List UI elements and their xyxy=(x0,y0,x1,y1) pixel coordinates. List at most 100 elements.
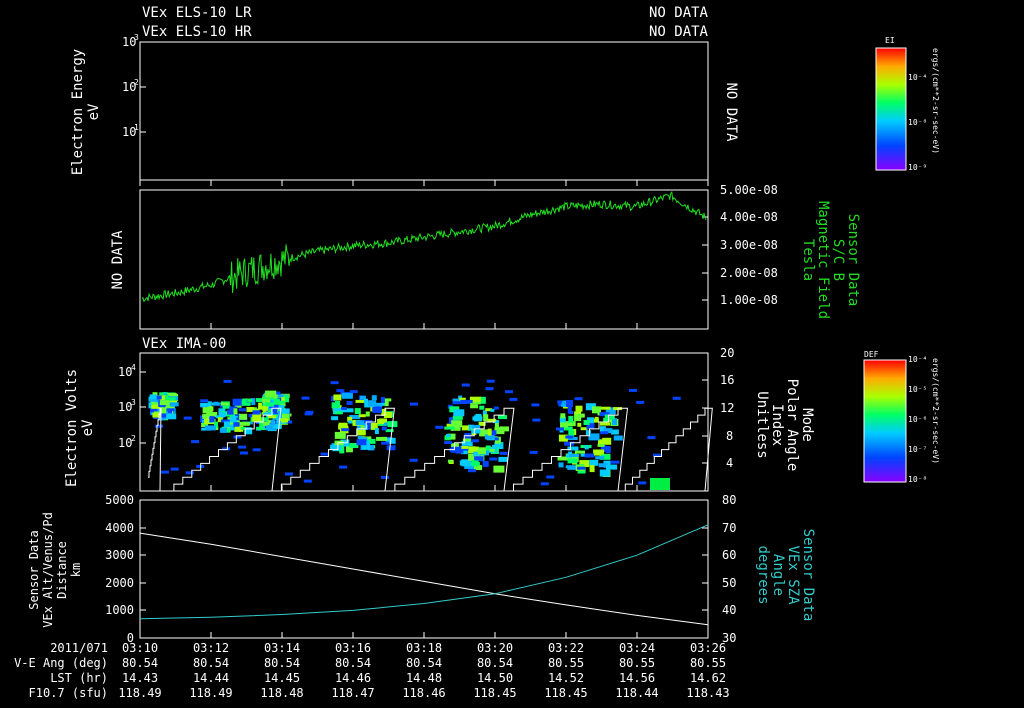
panel1-right-status: NO DATA xyxy=(723,82,739,142)
spectrogram-pixel xyxy=(170,467,179,471)
spectrogram-pixel xyxy=(233,408,238,415)
spectrogram-pixel xyxy=(484,434,495,440)
spectrogram-pixel xyxy=(498,456,508,462)
spectrogram-pixel xyxy=(355,399,367,403)
spectrogram-pixel xyxy=(276,400,285,404)
spectrogram-pixel xyxy=(152,392,158,397)
spectrogram-pixel xyxy=(605,407,616,415)
spectrogram-pixel xyxy=(610,429,619,435)
spectrogram-pixel xyxy=(345,445,353,453)
spectrogram-pixel xyxy=(159,392,165,396)
spectrogram-pixel xyxy=(256,398,267,403)
spectrogram-pixel xyxy=(606,464,618,470)
spectrogram-pixel xyxy=(384,400,389,407)
spectrogram-pixel xyxy=(485,445,491,451)
spectrogram-pixel xyxy=(332,408,343,415)
spectrogram-pixel xyxy=(461,459,472,467)
spectrogram-pixel xyxy=(564,421,576,427)
p2-label-3: Magnetic Field xyxy=(815,201,831,319)
footer-cell: 14.48 xyxy=(406,671,442,685)
spectrogram-pixel xyxy=(557,400,563,404)
spectrogram-pixel xyxy=(450,426,461,431)
spectrogram-pixel xyxy=(464,433,472,441)
spectrogram-pixel xyxy=(169,402,179,407)
p3-ytick-exp-2: 2 xyxy=(131,434,136,443)
spectrogram-pixel xyxy=(274,404,280,410)
spectrogram-pixel xyxy=(341,428,350,432)
spectrogram-pixel xyxy=(599,453,611,460)
footer-cell: 118.46 xyxy=(402,686,445,700)
spectrogram-pixel xyxy=(461,425,469,431)
spectrogram-pixel xyxy=(262,405,269,411)
p3-label-3: Index xyxy=(769,404,785,446)
spectrogram-pixel xyxy=(281,418,288,423)
footer-cell: 03:24 xyxy=(619,641,655,655)
spectrogram-pixel xyxy=(155,424,164,428)
spectrogram-pixel xyxy=(598,463,608,468)
footer-cell: 14.52 xyxy=(548,671,584,685)
footer-cell: 14.56 xyxy=(619,671,655,685)
footer-cell: 03:12 xyxy=(193,641,229,655)
spectrogram-pixel xyxy=(214,421,218,428)
spectrogram-pixel xyxy=(374,428,379,435)
spectrogram-pixel xyxy=(238,445,247,449)
spectrogram-pixel xyxy=(381,408,387,416)
panel3-ylabel-2: eV xyxy=(80,419,96,436)
spectrogram-pixel xyxy=(610,460,620,464)
spectrogram-pixel xyxy=(279,413,290,421)
spectrogram-pixel xyxy=(577,422,582,427)
spectrogram-pixel xyxy=(604,414,615,420)
footer-cell: 03:18 xyxy=(406,641,442,655)
colorbar1-unit: ergs/(cm**2-sr-sec-eV) xyxy=(931,48,940,154)
spectrogram-pixel xyxy=(202,413,211,419)
spectrogram-pixel xyxy=(153,400,162,405)
spectrogram-pixel xyxy=(592,406,601,414)
spectrogram-pixel xyxy=(334,411,343,415)
spectrogram-pixel xyxy=(453,409,465,417)
p2-ytick-1: 4.00e-08 xyxy=(720,210,778,224)
spectrogram-pixel xyxy=(362,442,371,450)
spectrogram-pixel xyxy=(201,423,209,427)
spectrogram-pixel xyxy=(271,408,282,415)
spectrogram-pixel xyxy=(474,465,483,471)
p2-ytick-3: 2.00e-08 xyxy=(720,266,778,280)
spectrogram-pixel xyxy=(594,452,602,456)
spectrogram-pixel xyxy=(540,482,549,486)
spectrogram-pixel xyxy=(183,416,192,420)
spectrogram-pixel xyxy=(265,390,277,398)
spectrogram-pixel xyxy=(234,426,241,432)
spectrogram-pixel xyxy=(479,396,486,404)
footer-cell: 03:22 xyxy=(548,641,584,655)
spectrogram-pixel xyxy=(251,398,256,406)
spectrogram-pixel xyxy=(568,415,574,423)
panel4-right-yticks: 80 70 60 50 40 30 xyxy=(702,493,736,645)
spectrogram-pixel xyxy=(559,416,566,423)
footer-cell: 118.49 xyxy=(189,686,232,700)
panel1-ylabel-2: eV xyxy=(86,103,102,120)
p4-rlabel-2: VEx SZA xyxy=(785,545,801,605)
spectrogram-pixel xyxy=(593,449,605,455)
panel1-ylabel-1: Electron Energy xyxy=(70,49,86,175)
spectrogram-pixel xyxy=(160,410,168,418)
p4-ltick-3: 2000 xyxy=(105,576,134,590)
spectrogram-pixel xyxy=(494,437,499,441)
footer-cell: 14.44 xyxy=(193,671,229,685)
spectrogram-pixel xyxy=(168,408,172,416)
spectrogram-pixel xyxy=(151,404,161,409)
spectrogram-pixel xyxy=(447,433,456,440)
spectrogram-pixel xyxy=(365,411,370,417)
p3-label-2: Polar Angle xyxy=(784,379,800,472)
spectrogram-pixel xyxy=(264,402,274,407)
p2-ytick-2: 3.00e-08 xyxy=(720,238,778,252)
spectrogram-pixel xyxy=(565,465,576,469)
spectrogram-pixel xyxy=(567,458,578,464)
footer-cell: 80.54 xyxy=(122,656,158,670)
spectrogram-pixel xyxy=(303,479,312,483)
panel1-frame xyxy=(139,41,709,181)
spectrogram-pixel xyxy=(240,451,248,455)
polar-angle-index-line xyxy=(148,407,713,492)
spectrogram-pixel xyxy=(263,397,271,405)
spectrogram-pixel xyxy=(370,422,378,430)
spectrogram-pixel xyxy=(452,398,460,403)
panel4-frame xyxy=(139,499,709,639)
